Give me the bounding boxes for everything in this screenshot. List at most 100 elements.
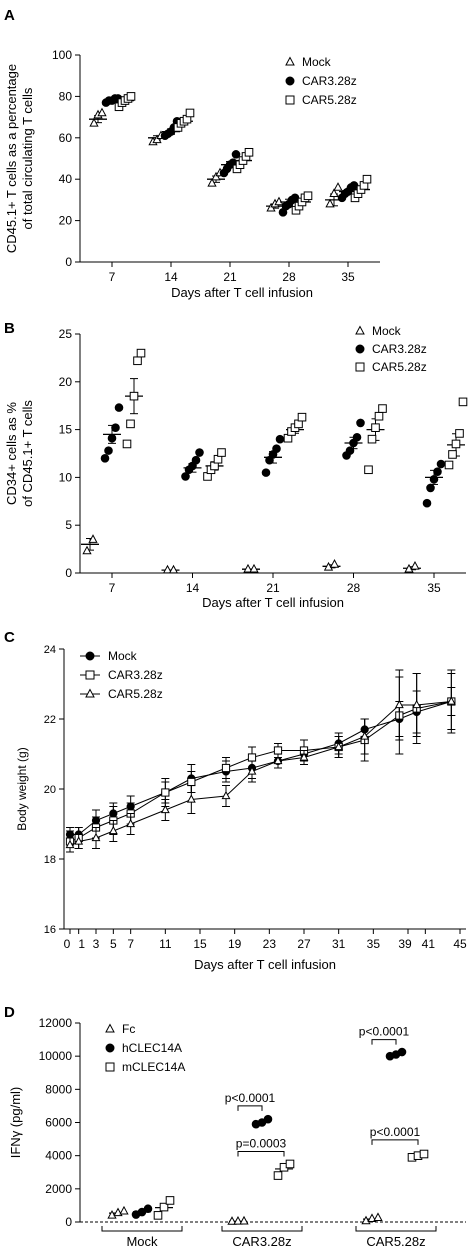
data-point xyxy=(334,741,344,751)
legend-label: CAR5.28z xyxy=(108,687,163,701)
series-line xyxy=(69,701,452,846)
x-tick-label: 28 xyxy=(347,581,361,595)
legend-label: Mock xyxy=(302,55,332,69)
data-point xyxy=(161,788,170,797)
y-axis-title-line: of CD45.1+ T cells xyxy=(20,400,35,507)
data-point xyxy=(168,564,179,574)
data-point xyxy=(374,411,384,421)
x-tick-label: 28 xyxy=(282,270,296,284)
data-point xyxy=(136,348,146,358)
data-point xyxy=(266,202,276,212)
data-point xyxy=(114,403,124,412)
data-point xyxy=(221,763,231,773)
x-tick-label: 11 xyxy=(159,937,172,951)
group-bracket xyxy=(221,1226,303,1232)
data-point xyxy=(126,818,136,828)
data-point xyxy=(153,1211,163,1220)
data-point xyxy=(458,397,468,407)
data-point xyxy=(82,545,92,555)
x-category-label: CAR3.28z xyxy=(232,1234,291,1249)
legend-marker xyxy=(85,688,95,698)
x-tick-label: 14 xyxy=(186,581,200,595)
data-point xyxy=(378,404,387,413)
data-point xyxy=(285,1159,295,1169)
legend-marker xyxy=(285,95,295,105)
y-tick-label: 10 xyxy=(59,470,73,484)
data-point xyxy=(367,434,377,444)
data-point xyxy=(273,1171,283,1180)
y-tick-label: 0 xyxy=(65,1215,72,1229)
data-point xyxy=(165,1196,175,1205)
y-tick-label: 20 xyxy=(59,214,73,228)
data-point xyxy=(290,193,300,203)
data-point xyxy=(108,825,118,835)
p-value-label: p<0.0001 xyxy=(359,1025,410,1039)
legend-label: CAR3.28z xyxy=(108,668,163,682)
legend-marker xyxy=(285,56,295,66)
legend-label: CAR5.28z xyxy=(372,360,427,374)
legend-marker xyxy=(105,1062,115,1072)
data-point xyxy=(345,446,355,455)
data-point xyxy=(436,459,446,469)
x-tick-label: 41 xyxy=(422,937,436,951)
data-point xyxy=(394,699,404,709)
x-category-label: Mock xyxy=(126,1234,158,1249)
data-point xyxy=(356,418,365,428)
significance-bracket xyxy=(237,1105,263,1111)
legend-label: CAR3.28z xyxy=(372,342,427,356)
y-tick-label: 40 xyxy=(59,172,73,186)
x-tick-label: 5 xyxy=(110,937,117,951)
panel-d: D 0 2000 4000 6000 8000 10000 12000 IFNγ (pg/ml)… xyxy=(4,1004,466,1249)
data-point xyxy=(126,92,136,101)
legend-label: CAR3.28z xyxy=(302,74,357,88)
y-tick-label: 24 xyxy=(44,644,56,656)
panel-a: A 0 20 40 60 80 100 CD45.1+ T cells as a percen… xyxy=(4,7,380,300)
data-point xyxy=(249,563,259,573)
data-point xyxy=(186,794,196,803)
data-point xyxy=(446,696,456,705)
data-point xyxy=(244,147,254,157)
data-point xyxy=(455,429,464,438)
data-point xyxy=(410,560,420,570)
x-tick-label: 39 xyxy=(398,937,412,951)
x-tick-label: 19 xyxy=(228,937,242,951)
y-tick-label: 20 xyxy=(59,375,73,389)
x-tick-label: 15 xyxy=(193,937,207,951)
data-point xyxy=(329,188,339,197)
y-axis-title-line: of total circulating T cells xyxy=(20,87,35,229)
data-point xyxy=(444,460,454,470)
data-point xyxy=(65,839,75,849)
x-tick-label: 31 xyxy=(332,937,346,951)
data-point xyxy=(247,753,257,762)
series-line xyxy=(69,701,452,842)
significance-bracket xyxy=(237,1151,285,1157)
data-point xyxy=(181,472,190,481)
y-tick-label: 2000 xyxy=(45,1182,72,1196)
data-point xyxy=(273,746,283,755)
y-tick-label: 18 xyxy=(44,854,56,866)
data-point xyxy=(152,134,162,144)
data-point xyxy=(91,832,101,842)
data-point xyxy=(126,419,135,429)
p-value-label: p=0.0003 xyxy=(236,1137,287,1151)
legend-label: mCLEC14A xyxy=(122,1060,185,1074)
x-tick-label: 7 xyxy=(109,581,116,595)
data-point xyxy=(160,804,170,814)
y-axis-title: IFNγ (pg/ml) xyxy=(8,1087,23,1159)
legend-label: CAR5.28z xyxy=(302,93,357,107)
data-point xyxy=(352,432,362,442)
data-point xyxy=(263,1114,273,1124)
y-tick-label: 60 xyxy=(59,131,73,145)
group-bracket xyxy=(355,1226,437,1232)
x-axis-title: Days after T cell infusion xyxy=(194,957,336,972)
data-point xyxy=(333,182,343,191)
y-tick-label: 6000 xyxy=(45,1116,72,1130)
legend-marker xyxy=(355,325,365,335)
y-axis-title: Body weight (g) xyxy=(15,747,29,830)
data-point xyxy=(247,766,257,775)
x-tick-label: 1 xyxy=(78,937,85,951)
data-point xyxy=(97,107,107,117)
legend-label: Mock xyxy=(372,324,402,338)
x-tick-label: 0 xyxy=(64,937,71,951)
